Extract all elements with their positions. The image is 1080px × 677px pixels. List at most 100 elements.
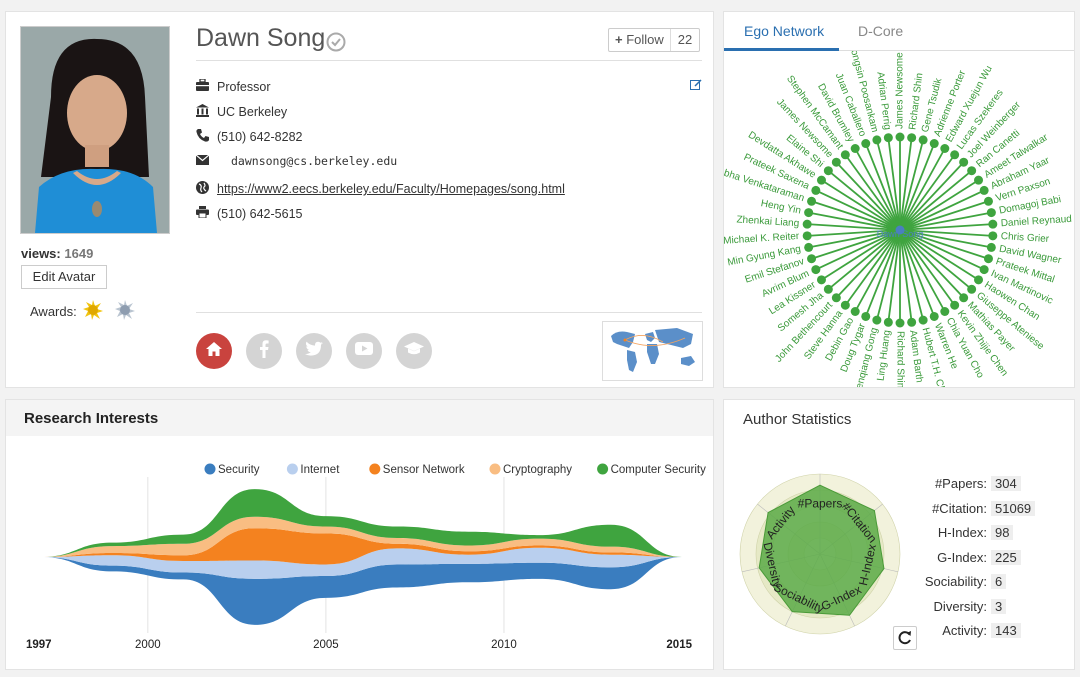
ego-node[interactable] xyxy=(959,293,969,303)
edit-avatar-button[interactable]: Edit Avatar xyxy=(21,265,107,289)
ego-edge xyxy=(899,137,913,231)
ego-node[interactable] xyxy=(929,139,939,149)
legend-swatch xyxy=(597,463,609,475)
research-streamgraph[interactable]: Security Internet Sensor Network Cryptograp… xyxy=(6,437,713,670)
refresh-button[interactable] xyxy=(893,626,917,650)
legend-item[interactable]: Sensor Network xyxy=(369,463,465,477)
ego-node[interactable] xyxy=(918,135,928,145)
stream-layer[interactable] xyxy=(41,516,682,557)
follow-label[interactable]: + Follow xyxy=(609,29,671,51)
ego-node[interactable] xyxy=(895,318,905,328)
ego-node[interactable] xyxy=(816,275,826,285)
gold-award-icon[interactable] xyxy=(82,300,103,323)
ego-node[interactable] xyxy=(979,185,989,195)
ego-node[interactable] xyxy=(883,317,893,327)
ego-node[interactable] xyxy=(907,317,917,327)
ego-edge xyxy=(808,211,901,231)
legend-label: Internet xyxy=(300,464,340,476)
ego-node[interactable] xyxy=(850,306,860,316)
ego-node[interactable] xyxy=(883,133,893,143)
ego-node[interactable] xyxy=(807,254,817,264)
radar-axis-label: #Papers xyxy=(798,497,843,511)
ego-node[interactable] xyxy=(823,284,833,294)
ego-node[interactable] xyxy=(807,196,817,206)
ego-node-label[interactable]: Chris Grier xyxy=(1000,231,1050,245)
ego-node[interactable] xyxy=(831,157,841,167)
ego-node[interactable] xyxy=(907,133,917,143)
education-button[interactable] xyxy=(396,333,432,369)
ego-node[interactable] xyxy=(804,208,814,218)
ego-node[interactable] xyxy=(974,275,984,285)
stream-layer[interactable] xyxy=(41,489,682,557)
home-button[interactable] xyxy=(196,333,232,369)
ego-node[interactable] xyxy=(823,166,833,176)
legend-item[interactable]: Security xyxy=(204,463,260,477)
ego-node[interactable] xyxy=(988,231,998,241)
ego-node[interactable] xyxy=(974,175,984,185)
ego-node[interactable] xyxy=(840,300,850,310)
ego-node-label[interactable]: Richard Shin xyxy=(894,331,905,387)
ego-node[interactable] xyxy=(831,293,841,303)
ego-node[interactable] xyxy=(950,300,960,310)
ego-node[interactable] xyxy=(983,254,993,264)
ego-node[interactable] xyxy=(986,208,996,218)
ego-node[interactable] xyxy=(802,231,812,241)
ego-node[interactable] xyxy=(983,196,993,206)
ego-node[interactable] xyxy=(940,306,950,316)
tab-d-core[interactable]: D-Core xyxy=(858,23,904,39)
world-map[interactable] xyxy=(602,321,703,381)
ego-node[interactable] xyxy=(895,132,905,142)
ego-node[interactable] xyxy=(872,315,882,325)
legend-item[interactable]: Computer Security xyxy=(597,463,706,477)
stream-layer[interactable] xyxy=(41,528,682,565)
ego-node[interactable] xyxy=(872,135,882,145)
ego-node[interactable] xyxy=(967,284,977,294)
ego-node-label[interactable]: James Newsome xyxy=(895,52,906,129)
silver-award-icon[interactable] xyxy=(114,300,135,323)
ego-node[interactable] xyxy=(811,265,821,275)
ego-node-label[interactable]: Daniel Reynaud xyxy=(1000,214,1072,229)
legend-item[interactable]: Internet xyxy=(286,463,340,477)
ego-node[interactable] xyxy=(861,139,871,149)
ego-edge xyxy=(899,154,956,231)
legend-label: Cryptography xyxy=(503,464,572,476)
ego-center-node[interactable] xyxy=(895,225,905,235)
ego-node[interactable] xyxy=(802,219,812,229)
ego-node[interactable] xyxy=(816,175,826,185)
ego-node[interactable] xyxy=(959,157,969,167)
youtube-button[interactable] xyxy=(346,333,382,369)
homepage-link[interactable]: https://www2.eecs.berkeley.edu/Faculty/H… xyxy=(217,182,565,196)
legend-label: Computer Security xyxy=(611,464,706,476)
ego-edge xyxy=(899,211,992,231)
ego-node[interactable] xyxy=(929,311,939,321)
stream-layer[interactable] xyxy=(41,547,682,579)
ego-node[interactable] xyxy=(861,311,871,321)
follow-button[interactable]: + Follow 22 xyxy=(608,28,701,52)
legend-item[interactable]: Cryptography xyxy=(489,463,573,477)
axis-tick-label: 2015 xyxy=(666,639,692,651)
edit-icon[interactable] xyxy=(690,78,702,96)
stream-layer[interactable] xyxy=(41,557,682,625)
ego-node[interactable] xyxy=(979,265,989,275)
ego-node[interactable] xyxy=(811,185,821,195)
ego-node[interactable] xyxy=(986,242,996,252)
ego-node[interactable] xyxy=(918,315,928,325)
stat-value: 51069 xyxy=(991,500,1036,516)
tab-ego-network[interactable]: Ego Network xyxy=(744,23,825,39)
ego-node[interactable] xyxy=(950,150,960,160)
ego-node-label[interactable]: Zhenkai Liang xyxy=(736,214,799,229)
facebook-button[interactable] xyxy=(246,333,282,369)
briefcase-icon xyxy=(196,78,217,94)
ego-node-label[interactable]: Michael K. Reiter xyxy=(724,231,800,247)
ego-edge xyxy=(827,170,901,231)
twitter-button[interactable] xyxy=(296,333,332,369)
ego-node[interactable] xyxy=(940,144,950,154)
ego-network-panel: Ego Network D-Core James Newsome Richard … xyxy=(723,11,1075,388)
ego-node[interactable] xyxy=(840,150,850,160)
ego-node[interactable] xyxy=(804,242,814,252)
youtube-icon xyxy=(355,342,373,360)
ego-node[interactable] xyxy=(850,144,860,154)
ego-node[interactable] xyxy=(988,219,998,229)
ego-node[interactable] xyxy=(967,166,977,176)
